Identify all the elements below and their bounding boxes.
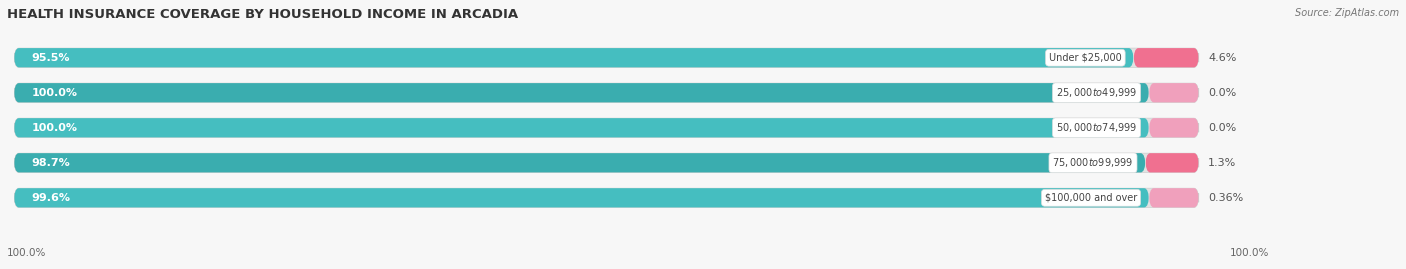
FancyBboxPatch shape — [14, 48, 1133, 67]
FancyBboxPatch shape — [14, 118, 1199, 137]
FancyBboxPatch shape — [14, 153, 1199, 172]
Text: 98.7%: 98.7% — [32, 158, 70, 168]
Text: Source: ZipAtlas.com: Source: ZipAtlas.com — [1295, 8, 1399, 18]
FancyBboxPatch shape — [14, 153, 1146, 172]
FancyBboxPatch shape — [1133, 48, 1199, 67]
FancyBboxPatch shape — [14, 188, 1149, 207]
FancyBboxPatch shape — [1149, 188, 1199, 207]
Text: 100.0%: 100.0% — [1230, 248, 1270, 258]
Text: $100,000 and over: $100,000 and over — [1045, 193, 1137, 203]
FancyBboxPatch shape — [1146, 153, 1199, 172]
FancyBboxPatch shape — [14, 118, 1149, 137]
Text: $75,000 to $99,999: $75,000 to $99,999 — [1052, 156, 1133, 169]
Text: 4.6%: 4.6% — [1208, 53, 1237, 63]
FancyBboxPatch shape — [14, 48, 1199, 67]
Text: 1.3%: 1.3% — [1208, 158, 1236, 168]
Text: $25,000 to $49,999: $25,000 to $49,999 — [1056, 86, 1137, 99]
Text: Under $25,000: Under $25,000 — [1049, 53, 1122, 63]
Text: 0.0%: 0.0% — [1208, 123, 1236, 133]
FancyBboxPatch shape — [14, 83, 1199, 102]
Text: HEALTH INSURANCE COVERAGE BY HOUSEHOLD INCOME IN ARCADIA: HEALTH INSURANCE COVERAGE BY HOUSEHOLD I… — [7, 8, 519, 21]
FancyBboxPatch shape — [1149, 118, 1199, 137]
Text: $50,000 to $74,999: $50,000 to $74,999 — [1056, 121, 1137, 134]
Text: 0.36%: 0.36% — [1208, 193, 1243, 203]
Text: 95.5%: 95.5% — [32, 53, 70, 63]
FancyBboxPatch shape — [1149, 83, 1199, 102]
Text: 0.0%: 0.0% — [1208, 88, 1236, 98]
Text: 100.0%: 100.0% — [32, 123, 77, 133]
Text: 99.6%: 99.6% — [32, 193, 70, 203]
Text: 100.0%: 100.0% — [7, 248, 46, 258]
FancyBboxPatch shape — [14, 83, 1149, 102]
FancyBboxPatch shape — [14, 188, 1199, 207]
Text: 100.0%: 100.0% — [32, 88, 77, 98]
